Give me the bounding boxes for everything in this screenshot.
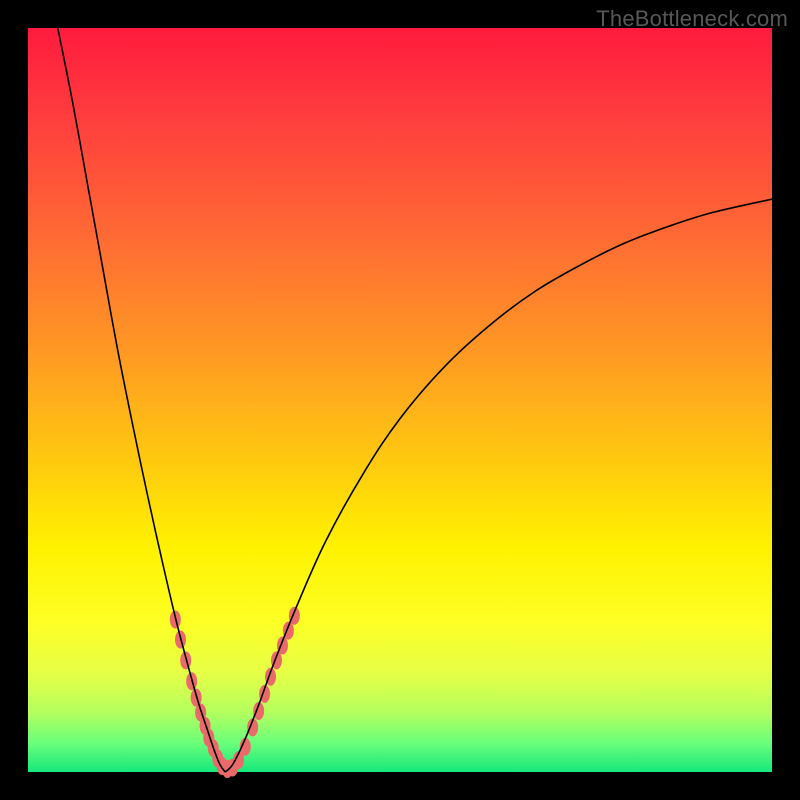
plot-background (28, 28, 772, 772)
chart-frame: TheBottleneck.com (0, 0, 800, 800)
data-point (180, 651, 191, 669)
watermark-text: TheBottleneck.com (596, 6, 788, 32)
chart-svg (0, 0, 800, 800)
